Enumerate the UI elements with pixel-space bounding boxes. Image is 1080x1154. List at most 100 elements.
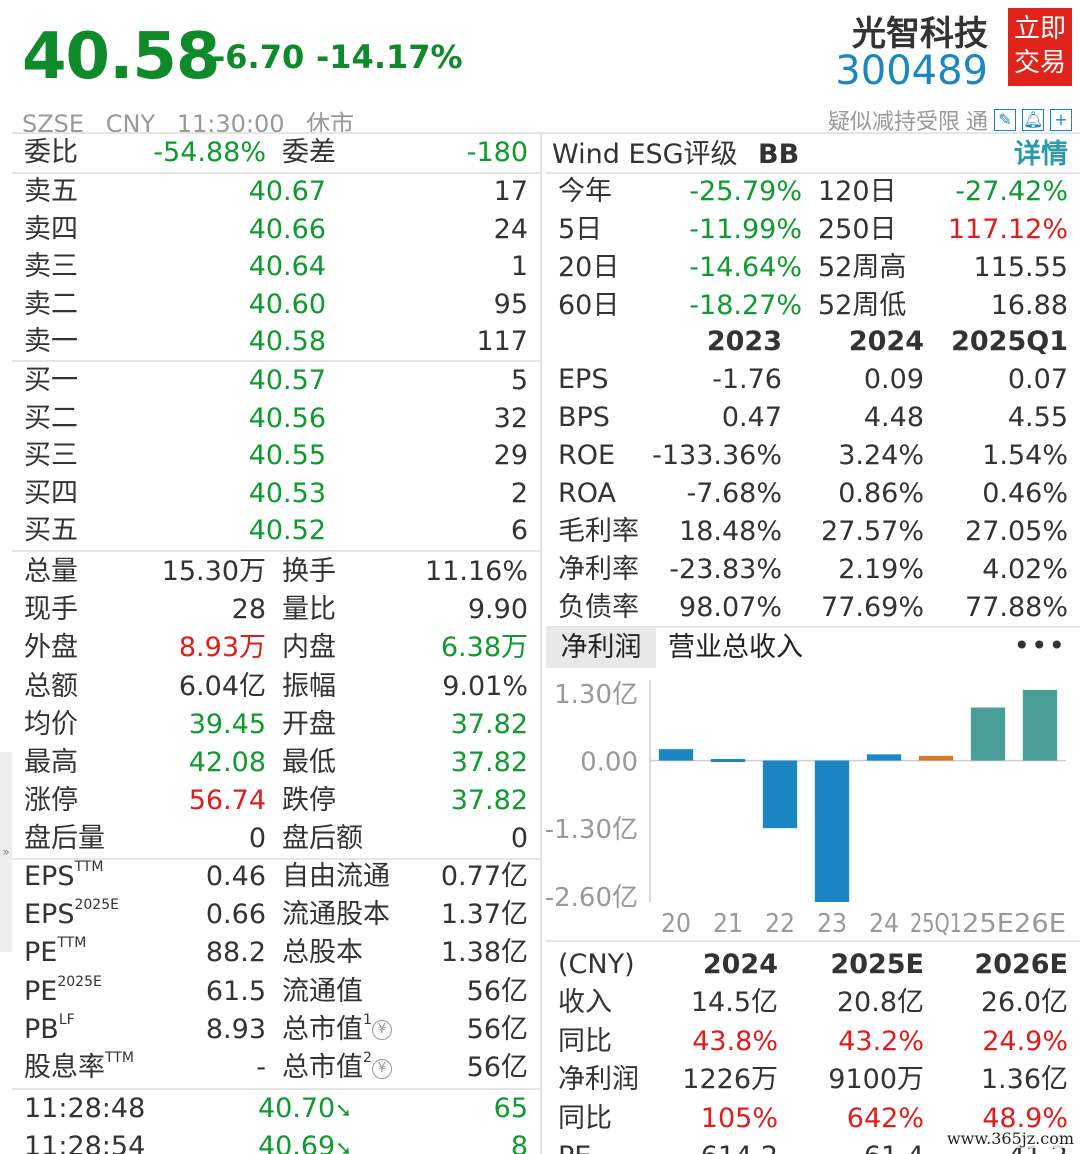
stock-code: 300489: [835, 48, 988, 94]
stat-value: 6.04亿: [178, 670, 266, 702]
financials-row: 毛利率 18.48% 27.57% 27.05%: [558, 513, 1068, 551]
tick-row: 11:28:54 40.69➘ 8: [24, 1128, 528, 1154]
x-tick-label: 24: [869, 909, 899, 938]
bid-row[interactable]: 买四 40.53 2: [24, 475, 528, 513]
estimates-row: 同比 43.8% 43.2% 24.9%: [558, 1023, 1068, 1061]
valuation-label-text: 总市值: [282, 1013, 363, 1045]
financials-cell: -7.68%: [686, 478, 782, 509]
financials-cell: 77.69%: [821, 592, 924, 623]
x-tick-label: 21: [713, 909, 743, 938]
stat-value: 37.82: [450, 708, 528, 740]
estimates-row: 同比 105% 642% 48.9%: [558, 1100, 1068, 1138]
x-tick-label: 20: [661, 909, 691, 938]
bid-volume: 32: [493, 402, 528, 434]
valuation-label-sup: TTM: [74, 859, 104, 875]
estimates-label: 收入: [558, 987, 612, 1018]
y-tick-label: -2.60亿: [546, 883, 638, 913]
more-icon[interactable]: •••: [1013, 629, 1066, 662]
bid-row[interactable]: 买一 40.57 5: [24, 362, 528, 400]
bid-row[interactable]: 买二 40.56 32: [24, 400, 528, 438]
stat-value: 15.30万: [161, 556, 266, 587]
net-profit-chart: 1.30亿 0.00 -1.30亿 -2.60亿 20 21 22 23 24 25Q1 25E 26…: [546, 680, 1066, 938]
period-label: 60日: [558, 290, 620, 321]
y-tick-label: 0.00: [580, 748, 638, 778]
valuation-value: -: [256, 1052, 266, 1083]
valuation-label-text: 股息率: [24, 1052, 105, 1083]
ask-row[interactable]: 卖二 40.60 95: [24, 286, 528, 324]
add-icon[interactable]: +: [1050, 109, 1072, 131]
tick-price: 40.69: [257, 1131, 336, 1154]
period-return: -11.99%: [689, 214, 802, 245]
bid-price: 40.53: [248, 477, 326, 509]
period-return: -14.64%: [689, 252, 802, 283]
side-panel-toggle[interactable]: »: [0, 752, 12, 952]
edit-icon[interactable]: ✎: [994, 109, 1016, 131]
tick-time: 11:28:54: [24, 1131, 146, 1154]
valuation-value: 8.93: [205, 1013, 266, 1045]
order-ratio-row: 委比 -54.88% 委差 -180: [24, 134, 528, 172]
divider: [12, 360, 540, 362]
estimates-cell: 105%: [700, 1102, 778, 1134]
valuation-label-sup: 1: [363, 1011, 372, 1028]
ask-row[interactable]: 卖五 40.67 17: [24, 173, 528, 211]
bid-volume: 5: [510, 365, 528, 396]
ask-price: 40.58: [248, 326, 326, 357]
financials-cell: 3.24%: [838, 440, 924, 471]
ask-row[interactable]: 卖一 40.58 117: [24, 323, 528, 361]
diff-value: -180: [466, 137, 528, 168]
connect-flag[interactable]: 通: [965, 110, 988, 135]
valuation-value: 61.5: [205, 975, 266, 1007]
valuation-label-text: PE: [24, 937, 58, 969]
header-flags: 疑似减持受限 通 ✎ 🔔︎ +: [828, 104, 1072, 136]
reduction-flag[interactable]: 疑似减持受限: [827, 110, 960, 135]
stat-value: 56.74: [188, 785, 266, 817]
bid-row[interactable]: 买三 40.55 29: [24, 437, 528, 475]
valuation-label: 总股本: [282, 934, 363, 972]
valuation-label-sup: TTM: [105, 1050, 134, 1066]
valuation-label-sup: LF: [58, 1011, 75, 1028]
tab-net-profit[interactable]: 净利润: [546, 628, 656, 668]
estimates-label: 净利润: [558, 1064, 639, 1095]
ask-price: 40.66: [248, 213, 326, 245]
ask-row[interactable]: 卖四 40.66 24: [24, 211, 528, 249]
valuation-label-text: EPS: [24, 861, 75, 892]
price-change-percent: -14.17%: [316, 38, 463, 76]
tab-revenue[interactable]: 营业总收入: [668, 632, 803, 663]
bid-row[interactable]: 买五 40.52 6: [24, 512, 528, 550]
header-divider: [12, 132, 1080, 134]
yen-icon: ¥: [371, 1020, 392, 1041]
valuation-label-text: 流通股本: [282, 899, 390, 931]
valuation-row: 股息率TTM - 总市值2¥ 56亿: [24, 1049, 528, 1087]
bell-icon[interactable]: 🔔︎: [1022, 109, 1044, 131]
valuation-label: PETTM: [24, 934, 86, 972]
financials-cell: -133.36%: [652, 440, 782, 471]
trade-now-button[interactable]: 立即 交易: [1008, 8, 1072, 86]
financials-cell: 0.09: [863, 364, 924, 395]
period-return: -25.79%: [689, 176, 802, 207]
estimates-header-cell: 2026E: [974, 949, 1068, 980]
valuation-label-sup: 2025E: [57, 973, 102, 990]
estimates-cell: 48.9%: [982, 1102, 1068, 1134]
tick-time: 11:28:48: [24, 1093, 146, 1124]
period-label: 20日: [558, 252, 620, 283]
esg-detail-link[interactable]: 详情: [1014, 139, 1068, 170]
bar-25Q1: [918, 755, 954, 761]
estimates-header-cell: (CNY): [558, 949, 635, 980]
financials-cell: ROA: [558, 478, 617, 509]
financials-row: EPS -1.76 0.09 0.07: [558, 361, 1068, 399]
stat-value: 8.93万: [178, 632, 266, 664]
estimates-header: (CNY) 2024 2025E 2026E: [558, 946, 1068, 984]
financials-cell: -23.83%: [669, 554, 782, 585]
stat-label: 量比: [282, 594, 336, 626]
period-return: -27.42%: [955, 176, 1068, 207]
financials-row: 负债率 98.07% 77.69% 77.88%: [558, 589, 1068, 627]
ask-volume: 17: [493, 176, 528, 207]
estimates-cell: 9100万: [828, 1064, 924, 1095]
stat-row: 均价 39.45 开盘 37.82: [24, 706, 528, 744]
financials-cell: 77.88%: [965, 592, 1068, 623]
ask-row[interactable]: 卖三 40.64 1: [24, 248, 528, 286]
stat-label: 振幅: [282, 670, 336, 702]
period-return: 16.88: [990, 290, 1068, 321]
estimates-cell: 43.8%: [692, 1025, 778, 1057]
valuation-label: EPSTTM: [24, 858, 103, 896]
